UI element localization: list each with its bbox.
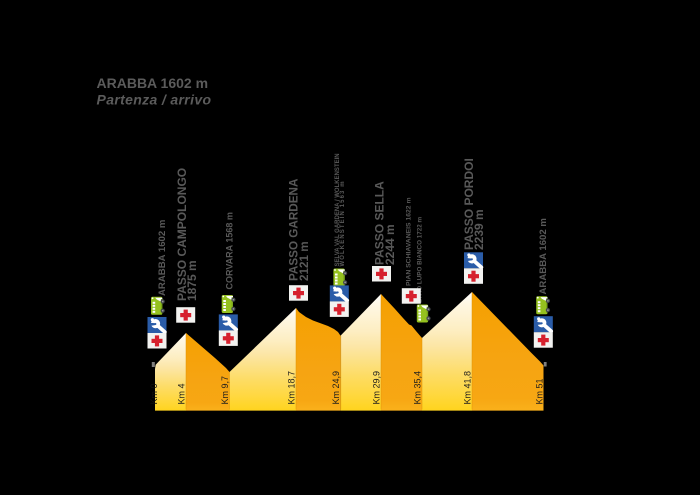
svg-text:ARABBA 1602 m: ARABBA 1602 m <box>157 220 168 296</box>
svg-text:Km 29,9: Km 29,9 <box>371 371 381 405</box>
svg-text:PASSO CAMPOLONGO: PASSO CAMPOLONGO <box>175 168 189 301</box>
svg-text:Km 24,9: Km 24,9 <box>331 371 341 405</box>
svg-text:Km 18,7: Km 18,7 <box>286 371 296 405</box>
svg-text:Km 41,8: Km 41,8 <box>462 371 472 405</box>
svg-text:2244 m: 2244 m <box>383 224 397 265</box>
svg-text:WOLKENSTEIN 1563 m: WOLKENSTEIN 1563 m <box>340 180 346 266</box>
svg-text:PASSO GARDENA: PASSO GARDENA <box>288 178 301 281</box>
svg-text:Partenza / arrivo: Partenza / arrivo <box>97 92 212 108</box>
svg-text:PASSO PORDOI: PASSO PORDOI <box>462 158 476 250</box>
svg-text:Km 4: Km 4 <box>176 383 186 404</box>
svg-text:SELVA VAL GARDENA / WOLKENSTEI: SELVA VAL GARDENA / WOLKENSTEIN <box>335 153 341 266</box>
svg-text:Km 35,4: Km 35,4 <box>412 371 422 405</box>
svg-text:PIAN SCHIAVANEIS 1622 m: PIAN SCHIAVANEIS 1622 m <box>406 197 413 286</box>
svg-text:ARABBA 1602 m: ARABBA 1602 m <box>538 218 549 294</box>
svg-text:ARABBA 1602 m: ARABBA 1602 m <box>97 75 209 91</box>
svg-text:CORVARA 1568 m: CORVARA 1568 m <box>224 212 234 289</box>
svg-text:PASSO SELLA: PASSO SELLA <box>373 181 387 265</box>
svg-text:Km 51: Km 51 <box>534 378 544 404</box>
svg-text:BIVIO LUPO BIANCO 1722 m: BIVIO LUPO BIANCO 1722 m <box>417 217 424 303</box>
svg-text:2239 m: 2239 m <box>472 209 486 250</box>
svg-text:1875 m: 1875 m <box>185 260 199 301</box>
svg-text:Km 0: Km 0 <box>149 383 159 404</box>
svg-text:2121 m: 2121 m <box>298 241 311 281</box>
svg-text:Km 9,7: Km 9,7 <box>220 376 230 405</box>
